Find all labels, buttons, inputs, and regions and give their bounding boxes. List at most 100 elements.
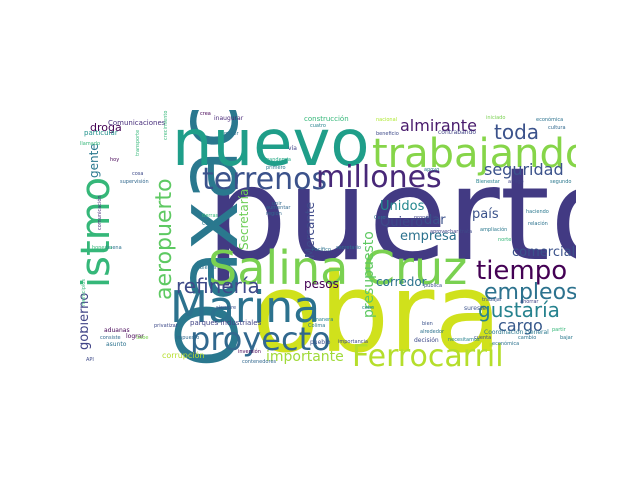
cloud-word: mujer	[224, 131, 239, 137]
cloud-word: privatizar	[154, 323, 178, 329]
cloud-word: llamado	[80, 141, 101, 147]
cloud-word: cambio	[518, 335, 537, 341]
cloud-word: comercial	[512, 245, 576, 260]
cloud-word: norte	[498, 237, 512, 243]
cloud-word: trabajando	[372, 131, 576, 177]
cloud-word: Comunicaciones	[108, 119, 166, 127]
cloud-word: honesta	[92, 245, 113, 251]
cloud-word: almirante	[400, 116, 477, 135]
cloud-word: Quiero	[380, 215, 424, 230]
cloud-word: partir	[552, 327, 566, 333]
cloud-word: corrupción	[162, 351, 205, 360]
cloud-word: bien	[422, 321, 433, 327]
cloud-word: pública	[424, 283, 443, 289]
cloud-word: cargo	[498, 316, 543, 335]
cloud-word: económica	[536, 117, 564, 123]
cloud-word: dar	[424, 213, 446, 228]
cloud-word: unir	[272, 201, 282, 207]
cloud-word: tiempo	[476, 256, 568, 286]
cloud-word: nacional	[376, 117, 398, 123]
cloud-word: bienes	[200, 265, 217, 271]
cloud-word: gente	[87, 143, 101, 178]
cloud-word: siempre	[216, 305, 237, 311]
cloud-word: lograr	[126, 333, 144, 340]
cloud-word: país	[472, 207, 499, 222]
cloud-word: vía	[288, 145, 297, 152]
cloud-word: obra	[252, 249, 502, 370]
cloud-word: terrenos	[202, 162, 328, 197]
cloud-word: supervisión	[120, 179, 149, 185]
cloud-word: cuenta	[474, 335, 492, 341]
cloud-word: toda	[494, 120, 540, 144]
cloud-word: manera	[314, 317, 334, 323]
cloud-word: iniciado	[486, 115, 506, 121]
cloud-word: municipios	[81, 279, 87, 306]
cloud-word: decisión	[414, 337, 439, 344]
cloud-word: trata	[460, 229, 473, 235]
cloud-word: Coordinación General	[484, 329, 549, 336]
cloud-word: ampliación	[480, 227, 508, 233]
cloud-word: comunicación	[97, 195, 103, 230]
cloud-word: trabajar	[482, 297, 502, 303]
cloud-word: Ferrocarril	[352, 339, 504, 371]
cloud-word: tierras	[202, 213, 219, 219]
cloud-word: Salina Cruz	[208, 241, 468, 295]
cloud-word: puerto	[206, 141, 576, 290]
cloud-word: bajar	[560, 335, 573, 341]
cloud-word: parques industriales	[190, 319, 262, 327]
cloud-word: ahorrar	[520, 299, 539, 305]
cloud-word: económica	[492, 341, 520, 347]
cloud-word: sureste	[464, 305, 487, 312]
cloud-word: hoy	[110, 157, 120, 163]
cloud-word: inversión	[238, 349, 261, 355]
cloud-word: cultura	[548, 125, 566, 131]
cloud-word: contenedores	[242, 359, 277, 365]
cloud-word: gustaría	[478, 298, 560, 322]
cloud-word: millones	[316, 160, 442, 195]
cloud-word: transporte	[135, 129, 141, 156]
cloud-word: Bienestar	[476, 179, 500, 185]
cloud-word: corredor	[376, 275, 427, 289]
cloud-word: seguridad	[484, 160, 564, 179]
cloud-word: necesitamos	[448, 337, 480, 343]
cloud-word: particular	[84, 129, 118, 137]
cloud-word: primero	[266, 165, 286, 171]
cloud-word: haciendo	[526, 209, 549, 215]
cloud-word: Cero	[374, 215, 386, 221]
cloud-word: API	[86, 357, 94, 363]
cloud-word: droga	[90, 121, 122, 134]
cloud-word: aprovechar	[430, 229, 459, 235]
cloud-word: alrededor	[420, 329, 445, 335]
cloud-word: refinería	[176, 274, 260, 298]
cloud-word: pesos	[304, 277, 339, 291]
cloud-word: apoyo	[424, 167, 440, 173]
cloud-word: impuesto	[176, 335, 200, 341]
cloud-word: empleos	[484, 280, 576, 305]
cloud-word: istmo	[80, 176, 119, 288]
cloud-word: propósito	[414, 215, 438, 221]
cloud-word: secretario	[336, 245, 361, 251]
cloud-word: cuatro	[310, 123, 326, 129]
cloud-word: contrabando	[438, 129, 477, 136]
cloud-word: importante	[266, 349, 344, 365]
cloud-word: pueblo	[310, 339, 331, 346]
cloud-word: proyecto	[190, 320, 331, 358]
cloud-word: consiste	[100, 335, 121, 341]
cloud-word: asunto	[106, 341, 127, 348]
cloud-word: segundo	[550, 179, 572, 185]
cloud-word: crecimiento	[163, 110, 169, 140]
cloud-word: nuevo	[172, 110, 370, 181]
cloud-word: Marina	[170, 282, 321, 333]
cloud-word: aumentar	[266, 205, 291, 211]
cloud-word: inaugurar	[214, 115, 244, 122]
cloud-word: beneficio	[376, 131, 399, 137]
cloud-word: importancia	[338, 339, 368, 345]
cloud-word: pandemia	[266, 157, 291, 163]
cloud-word: relación	[528, 221, 548, 227]
cloud-word: construcción	[304, 115, 349, 123]
cloud-word: Unidos	[380, 199, 425, 214]
cloud-word: Pacífico	[312, 247, 331, 253]
cloud-word: Ciudad	[202, 221, 220, 227]
cloud-word: Sabe	[136, 335, 149, 341]
cloud-word: Colima	[308, 323, 326, 329]
